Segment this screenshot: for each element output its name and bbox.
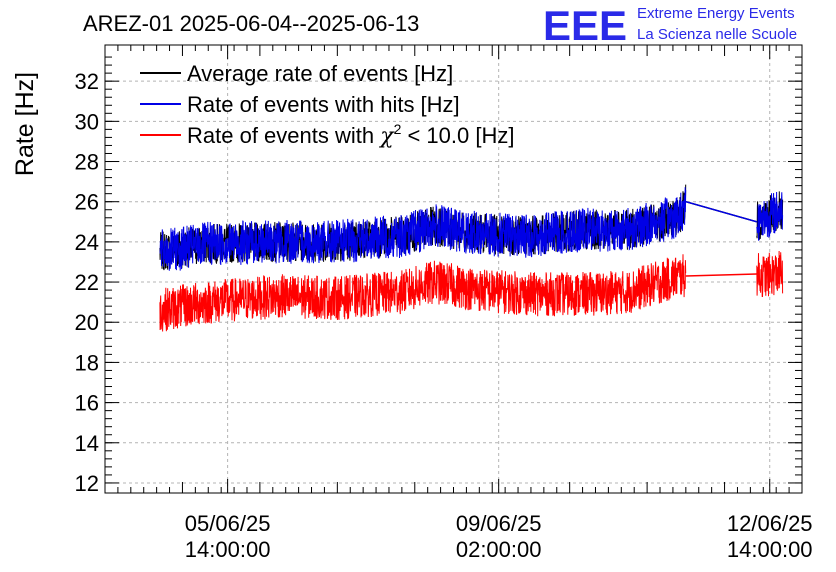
series-chi2-gap-link [685,273,757,277]
axes: 121416182022242628303205/06/2514:00:0009… [75,44,813,562]
y-tick-label: 20 [75,310,99,335]
series-chi2 [159,250,784,332]
series-chi2-trace [159,254,687,332]
y-tick-label: 24 [75,230,99,255]
y-tick-label: 12 [75,471,99,496]
series-hits-gap-link [685,200,758,223]
logo-line-2: La Scienza nelle Scuole [637,26,797,43]
y-tick-label: 18 [75,350,99,375]
y-tick-label: 28 [75,150,99,175]
legend-label-part: Rate of events with [187,123,380,148]
chi-symbol: χ [378,124,395,149]
legend-label-chi2: Rate of events with χ2 < 10.0 [Hz] [187,121,514,149]
series-chi2-trace [756,250,784,297]
y-tick-label: 32 [75,69,99,94]
y-axis-label: Rate [Hz] [11,72,39,176]
superscript: 2 [394,121,402,137]
series-hits-trace [756,191,784,241]
series-hits [159,187,784,271]
legend-label-part: < 10.0 [Hz] [401,123,514,148]
x-tick-label-date: 05/06/25 [185,511,271,536]
series-layer [159,184,784,332]
x-tick-label-date: 12/06/25 [727,511,813,536]
y-tick-label: 14 [75,431,99,456]
legend-label-hits: Rate of events with hits [Hz] [187,92,460,117]
legend: Average rate of events [Hz] Rate of event… [140,61,514,149]
plot-frame [104,44,803,494]
y-tick-label: 30 [75,109,99,134]
y-tick-label: 16 [75,391,99,416]
y-tick-label: 22 [75,270,99,295]
eee-logo-mark: EEE [543,2,627,49]
chart-title: AREZ-01 2025-06-04--2025-06-13 [83,11,419,36]
x-tick-label-time: 02:00:00 [456,537,542,562]
logo-line-1: Extreme Energy Events [637,5,795,22]
eee-logo: EEE Extreme Energy Events La Scienza nel… [543,2,797,49]
x-tick-label-time: 14:00:00 [727,537,813,562]
legend-label-average: Average rate of events [Hz] [187,61,453,86]
series-hits-trace [159,187,687,271]
x-tick-label-date: 09/06/25 [456,511,542,536]
x-tick-label-time: 14:00:00 [185,537,271,562]
y-tick-label: 26 [75,190,99,215]
